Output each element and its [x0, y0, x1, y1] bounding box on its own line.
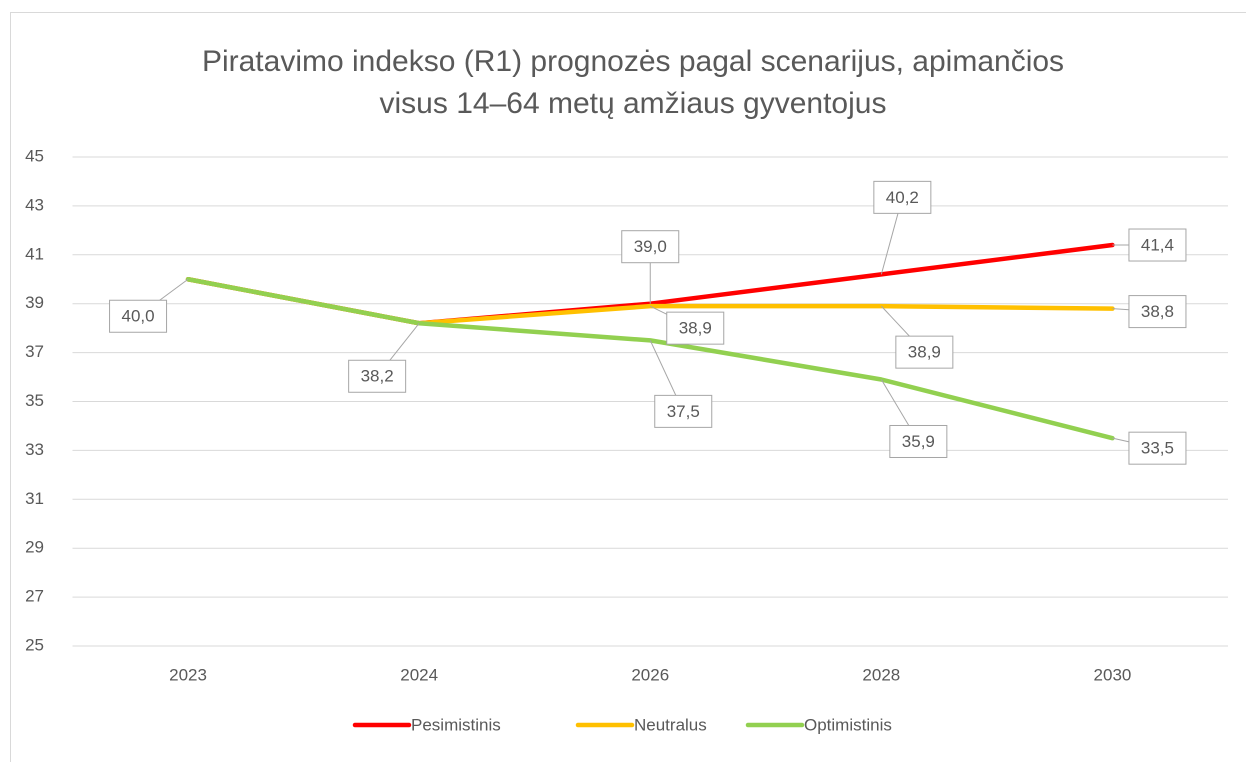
data-label-text: 38,9 [908, 343, 941, 362]
y-tick-label: 29 [25, 538, 44, 557]
y-tick-label: 35 [25, 391, 44, 410]
legend-label: Optimistinis [804, 715, 892, 734]
y-tick-label: 31 [25, 489, 44, 508]
x-tick-label: 2028 [862, 665, 900, 684]
data-label-text: 37,5 [667, 402, 700, 421]
data-label-text: 39,0 [634, 237, 667, 256]
y-tick-label: 39 [25, 293, 44, 312]
x-tick-label: 2024 [400, 665, 438, 684]
legend-label: Pesimistinis [411, 715, 501, 734]
data-label-text: 40,2 [886, 188, 919, 207]
y-tick-label: 25 [25, 635, 44, 654]
y-tick-label: 33 [25, 440, 44, 459]
x-tick-label: 2030 [1094, 665, 1132, 684]
chart-frame [11, 13, 1246, 763]
y-tick-label: 27 [25, 587, 44, 606]
data-label-text: 33,5 [1141, 439, 1174, 458]
data-label-text: 38,9 [679, 319, 712, 338]
data-label-text: 38,8 [1141, 302, 1174, 321]
x-tick-label: 2026 [631, 665, 669, 684]
chart-title: Piratavimo indekso (R1) prognozės pagal … [202, 45, 1064, 78]
data-label-text: 40,0 [122, 307, 155, 326]
data-label-text: 41,4 [1141, 236, 1174, 255]
data-label-text: 38,2 [361, 367, 394, 386]
y-tick-label: 43 [25, 195, 44, 214]
x-tick-label: 2023 [169, 665, 207, 684]
y-tick-label: 37 [25, 342, 44, 361]
legend-label: Neutralus [634, 715, 707, 734]
data-label-text: 35,9 [902, 432, 935, 451]
chart-title: visus 14–64 metų amžiaus gyventojus [380, 87, 887, 120]
y-tick-label: 45 [25, 146, 44, 165]
y-tick-label: 41 [25, 244, 44, 263]
